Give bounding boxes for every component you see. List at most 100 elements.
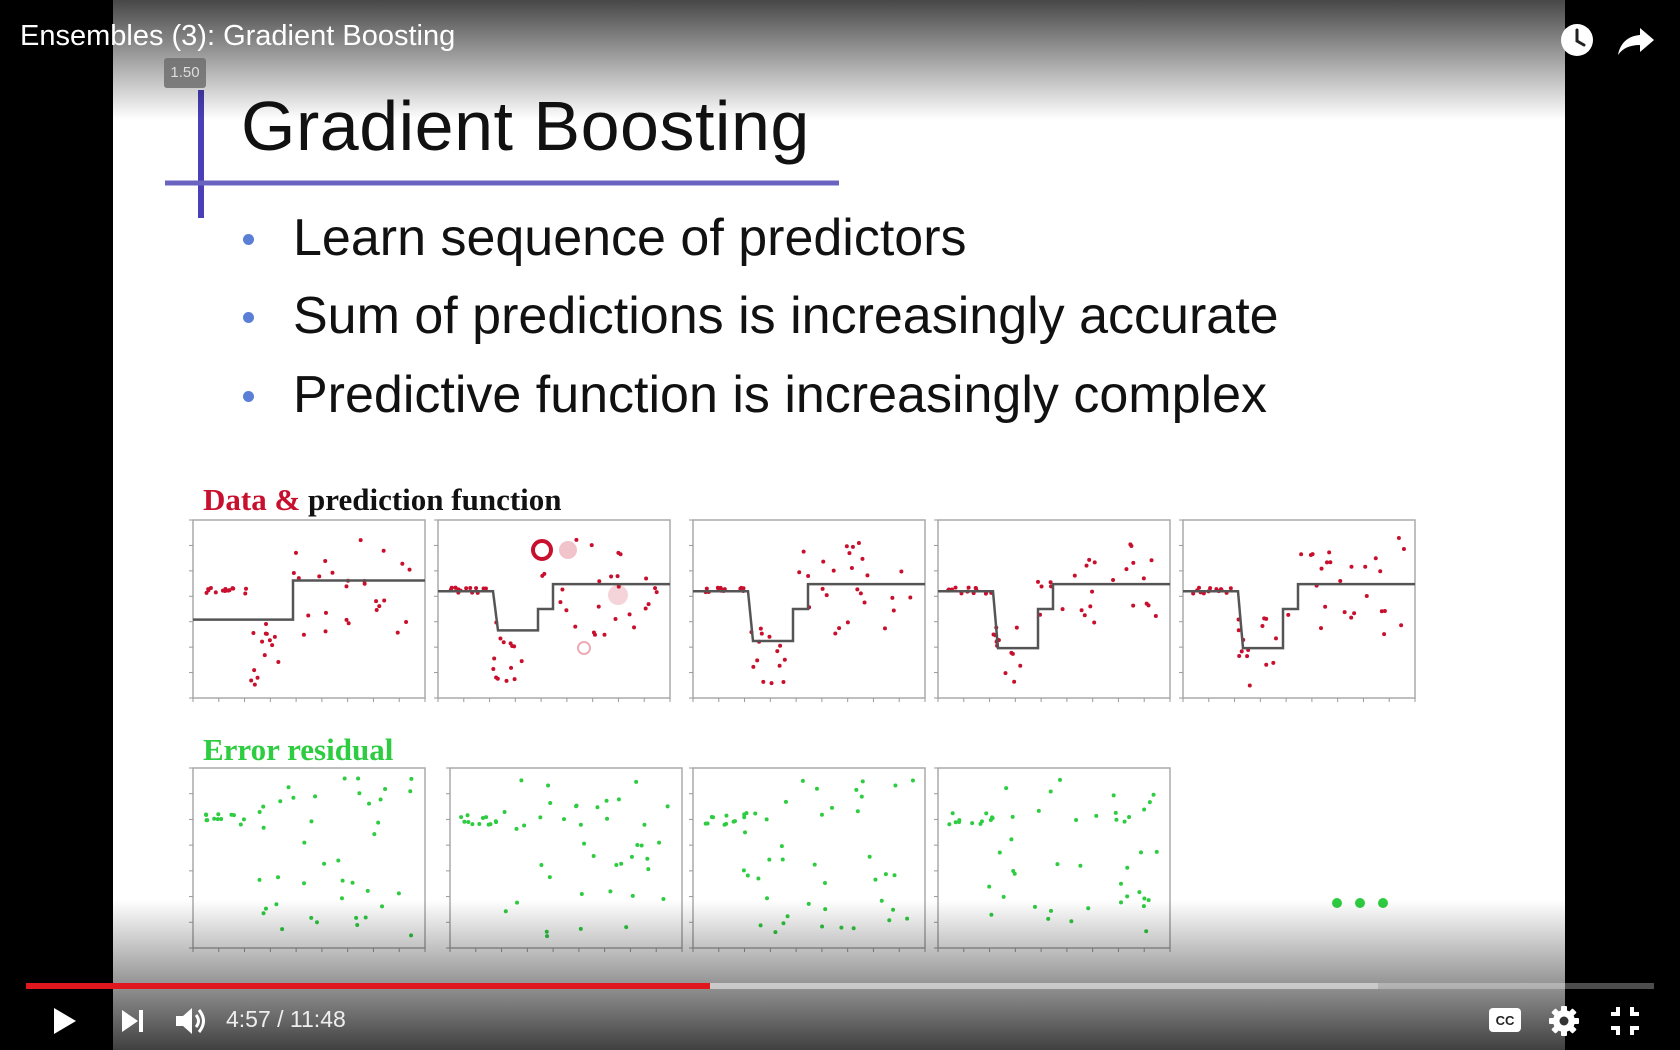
scatter-point: [1382, 608, 1387, 613]
scatter-point: [229, 812, 234, 817]
scatter-point: [252, 682, 257, 687]
scatter-point: [1014, 625, 1019, 630]
play-icon[interactable]: [48, 1004, 80, 1038]
scatter-point: [613, 617, 618, 622]
scatter-point: [241, 817, 246, 822]
scatter-point: [1142, 807, 1147, 812]
scatter-point: [330, 570, 335, 575]
scatter-point: [374, 607, 379, 612]
plot-frame: [192, 519, 426, 699]
scatter-point: [404, 620, 409, 625]
clock-icon[interactable]: [1555, 18, 1599, 62]
scatter-point: [1273, 636, 1278, 641]
scatter-point: [797, 570, 802, 575]
scatter-point: [1087, 557, 1092, 562]
scatter-point: [1125, 865, 1130, 870]
scatter-point: [608, 889, 613, 894]
slide-frame: Gradient Boosting Learn sequence of pred…: [113, 0, 1565, 1050]
scatter-point: [1131, 603, 1136, 608]
scatter-point: [257, 877, 262, 882]
scatter-point: [1378, 569, 1383, 574]
scatter-point: [561, 817, 566, 822]
scatter-point: [1009, 650, 1014, 655]
scatter-point: [947, 822, 952, 827]
scatter-point: [470, 822, 475, 827]
cc-icon[interactable]: CC: [1488, 1007, 1522, 1033]
scatter-point: [286, 785, 291, 790]
scatter-point: [783, 799, 788, 804]
scatter-point: [480, 815, 485, 820]
scatter-point: [745, 873, 750, 878]
scatter-point: [806, 574, 811, 579]
scatter-point: [356, 776, 361, 781]
scatter-point: [705, 821, 710, 826]
scatter-point: [501, 640, 506, 645]
scatter-point: [860, 556, 865, 561]
scatter-point: [302, 881, 307, 886]
next-icon[interactable]: [118, 1006, 148, 1036]
scatter-point: [979, 819, 984, 824]
scatter-point: [997, 850, 1002, 855]
scatter-point: [1319, 626, 1324, 631]
scatter-point: [340, 878, 345, 883]
scatter-point: [244, 586, 249, 591]
scatter-point: [372, 832, 377, 837]
scatter-point: [957, 820, 962, 825]
scatter-point: [814, 786, 819, 791]
scatter-point: [850, 544, 855, 549]
scatter-point: [512, 677, 517, 682]
scatter-point: [854, 787, 859, 792]
scatter-point: [378, 797, 383, 802]
scatter-point: [453, 585, 458, 590]
scatter-point: [358, 538, 363, 543]
exit-fullscreen-icon[interactable]: [1608, 1004, 1642, 1038]
playback-speed-badge: 1.50: [164, 58, 206, 88]
scatter-point: [831, 568, 836, 573]
scatter-point: [270, 643, 275, 648]
scatter-point: [1057, 777, 1062, 782]
share-arrow-icon[interactable]: [1614, 18, 1658, 62]
scatter-point: [837, 626, 842, 631]
scatter-point: [381, 548, 386, 553]
scatter-point: [893, 783, 898, 788]
scatter-point: [261, 804, 266, 809]
scatter-point: [821, 559, 826, 564]
scatter-point: [644, 576, 649, 581]
progress-bar[interactable]: [26, 983, 1654, 989]
scatter-point: [579, 892, 584, 897]
scatter-point: [495, 676, 500, 681]
bullet-dot: [243, 391, 254, 402]
scatter-point: [382, 598, 387, 603]
scatter-point: [862, 600, 867, 605]
gear-icon[interactable]: [1547, 1004, 1581, 1038]
prediction-line: [193, 579, 425, 621]
scatter-point: [323, 610, 328, 615]
scatter-point: [642, 822, 647, 827]
scatter-point: [1327, 550, 1332, 555]
scatter-point: [820, 586, 825, 591]
scatter-point: [301, 632, 306, 637]
scatter-point: [1382, 632, 1387, 637]
scatter-point: [984, 811, 989, 816]
volume-icon[interactable]: [172, 1002, 210, 1040]
scatter-point: [291, 795, 296, 800]
prediction-line: [693, 582, 925, 643]
scatter-point: [1146, 603, 1151, 608]
scatter-point: [208, 585, 213, 590]
scatter-point: [540, 573, 545, 578]
scatter-point: [1055, 862, 1060, 867]
scatter-point: [1003, 671, 1008, 676]
scatter-point: [616, 584, 621, 589]
scatter-point: [350, 880, 355, 885]
scatter-point: [203, 812, 208, 817]
scatter-point: [1379, 609, 1384, 614]
scatter-point: [632, 625, 637, 630]
scatter-point: [753, 811, 758, 816]
scatter-point: [1129, 543, 1134, 548]
prediction-line: [938, 582, 1170, 650]
scatter-point: [1141, 576, 1146, 581]
scatter-point: [741, 868, 746, 873]
video-title[interactable]: Ensembles (3): Gradient Boosting: [20, 20, 456, 52]
scatter-point: [855, 809, 860, 814]
